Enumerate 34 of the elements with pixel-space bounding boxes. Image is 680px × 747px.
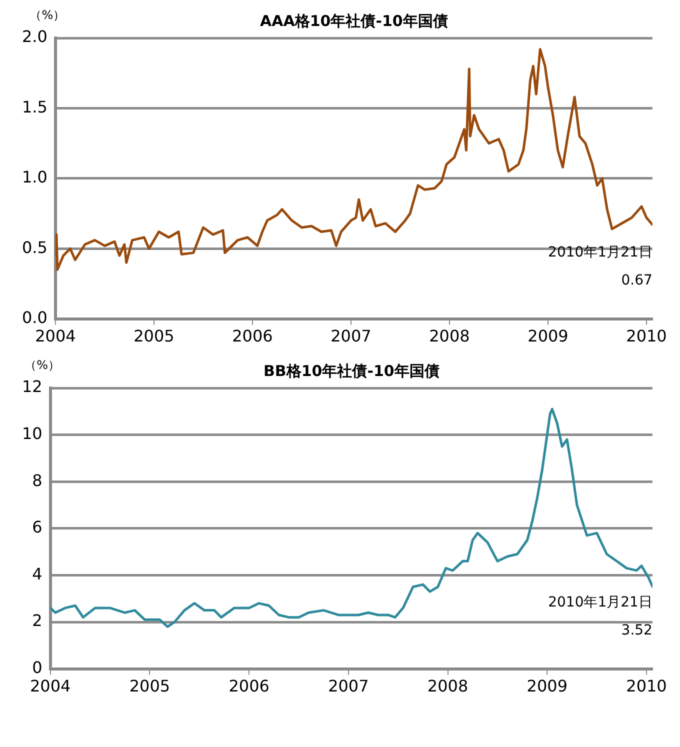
x-tick-label: 2007: [328, 676, 369, 696]
y-tick-label: 0.5: [22, 238, 48, 257]
y-tick-label: 0.0: [22, 308, 48, 327]
chart-title: BB格10年社債-10年国債: [263, 362, 440, 380]
y-tick-label: 10: [22, 424, 42, 443]
y-tick-label: 1.0: [22, 168, 48, 187]
x-tick-label: 2008: [429, 326, 470, 346]
y-axis-title: （%）: [30, 8, 66, 22]
x-tick-label: 2007: [330, 326, 372, 346]
y-tick-label: 6: [32, 518, 42, 537]
annotation: 2010年1月21日: [548, 594, 652, 610]
x-tick-label: 2005: [134, 326, 174, 346]
y-tick-label: 2.0: [22, 27, 48, 46]
x-tick-label: 2004: [35, 326, 76, 346]
x-tick-label: 2005: [129, 676, 170, 696]
y-axis-title: （%）: [24, 358, 60, 372]
y-tick-label: 4: [32, 564, 42, 584]
x-tick-label: 2008: [427, 676, 468, 696]
x-tick-label: 2009: [526, 676, 568, 696]
y-tick-label: 0: [32, 658, 42, 677]
y-tick-label: 2: [32, 611, 42, 630]
annotation: 0.67: [621, 272, 652, 288]
x-tick-label: 2004: [30, 676, 71, 696]
annotation: 2010年1月21日: [548, 244, 652, 260]
y-tick-label: 12: [22, 377, 42, 396]
x-tick-label: 2010: [626, 326, 667, 346]
x-tick-label: 2009: [528, 326, 568, 346]
y-tick-label: 1.5: [22, 97, 48, 116]
y-tick-label: 8: [32, 470, 42, 490]
x-tick-label: 2006: [232, 326, 273, 346]
chart-title: AAA格10年社債-10年国債: [260, 12, 448, 30]
x-tick-label: 2010: [626, 676, 667, 696]
x-tick-label: 2006: [228, 676, 270, 696]
annotation: 3.52: [621, 622, 652, 638]
